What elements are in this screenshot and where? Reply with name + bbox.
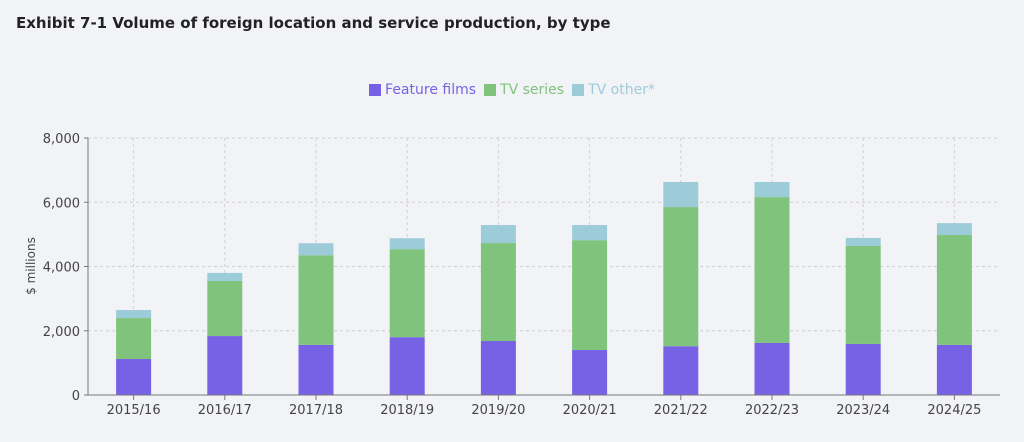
- x-tick-label: 2021/22: [654, 403, 708, 418]
- x-tick-label: 2018/19: [380, 403, 434, 418]
- y-tick-label: 0: [72, 389, 80, 404]
- bar-feature-films: [754, 342, 790, 395]
- bar-feature-films: [207, 336, 243, 395]
- bar-tv-series: [754, 197, 790, 343]
- legend-label: Feature films: [385, 82, 477, 98]
- legend-item[interactable]: Feature films: [369, 82, 476, 98]
- bar-tv-other: [936, 223, 972, 236]
- y-tick-label: 8,000: [43, 132, 80, 147]
- y-tick-label: 2,000: [43, 325, 80, 340]
- x-tick-label: 2023/24: [836, 403, 890, 418]
- bar-tv-series: [572, 240, 608, 351]
- bar-feature-films: [845, 343, 881, 395]
- legend-swatch: [572, 84, 585, 96]
- bar-tv-other: [207, 272, 243, 281]
- bar-feature-films: [480, 341, 516, 395]
- y-axis-label: $ millions: [24, 237, 38, 295]
- bar-tv-series: [936, 235, 972, 345]
- bar-tv-series: [207, 280, 243, 337]
- bar-tv-series: [663, 207, 699, 347]
- x-tick-label: 2017/18: [289, 403, 343, 418]
- bar-tv-series: [298, 255, 334, 345]
- y-tick-label: 6,000: [43, 196, 80, 211]
- legend-label: TV series: [500, 82, 565, 98]
- x-tick-label: 2024/25: [927, 403, 981, 418]
- x-tick-label: 2016/17: [198, 403, 252, 418]
- bar-tv-other: [754, 182, 790, 198]
- bar-tv-series: [389, 249, 425, 338]
- legend-swatch: [369, 84, 382, 96]
- x-tick-label: 2015/16: [107, 403, 161, 418]
- x-tick-label: 2022/23: [745, 403, 799, 418]
- bar-feature-films: [389, 337, 425, 395]
- legend-label: TV other*: [588, 82, 655, 98]
- bar-tv-other: [572, 225, 608, 241]
- legend-item[interactable]: TV series: [484, 82, 564, 98]
- x-tick-label: 2019/20: [471, 403, 525, 418]
- bar-feature-films: [663, 346, 699, 395]
- bar-tv-other: [116, 310, 152, 319]
- bar-tv-other: [389, 238, 425, 250]
- bar-tv-series: [480, 243, 516, 342]
- bar-feature-films: [298, 344, 334, 395]
- bar-tv-series: [116, 318, 152, 360]
- y-tick-label: 4,000: [43, 261, 80, 276]
- bar-feature-films: [116, 359, 152, 395]
- chart-title: Exhibit 7-1 Volume of foreign location a…: [16, 14, 611, 32]
- bar-tv-other: [663, 182, 699, 208]
- legend: Feature films TV series TV other*: [0, 82, 1024, 100]
- bar-tv-other: [298, 243, 334, 256]
- legend-item[interactable]: TV other*: [572, 82, 655, 98]
- bar-tv-other: [845, 237, 881, 246]
- bar-tv-series: [845, 245, 881, 344]
- bar-tv-other: [480, 225, 516, 244]
- bar-feature-films: [572, 350, 608, 395]
- bar-feature-films: [936, 344, 972, 395]
- legend-swatch: [484, 84, 497, 96]
- x-tick-label: 2020/21: [563, 403, 617, 418]
